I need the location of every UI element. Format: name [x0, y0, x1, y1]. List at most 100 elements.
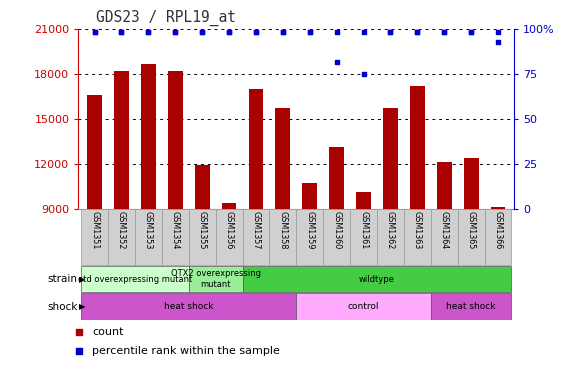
Bar: [141, 64, 156, 209]
Bar: [195, 165, 210, 209]
Point: [359, 71, 368, 77]
Text: control: control: [348, 302, 379, 311]
Bar: [410, 86, 425, 209]
Point: [74, 329, 84, 335]
Point: [144, 29, 153, 35]
Point: [386, 29, 395, 35]
Point: [467, 29, 476, 35]
Point: [117, 29, 126, 35]
Bar: [81, 209, 108, 265]
Bar: [302, 183, 317, 209]
Bar: [431, 209, 458, 265]
Bar: [108, 209, 135, 265]
Bar: [242, 266, 511, 292]
Bar: [329, 147, 344, 209]
Text: GSM1359: GSM1359: [305, 211, 314, 249]
Bar: [323, 209, 350, 265]
Point: [224, 29, 234, 35]
Bar: [437, 162, 451, 209]
Bar: [356, 192, 371, 209]
Bar: [377, 209, 404, 265]
Bar: [296, 209, 323, 265]
Text: GSM1351: GSM1351: [90, 211, 99, 249]
Text: GDS23 / RPL19_at: GDS23 / RPL19_at: [96, 10, 236, 26]
Point: [224, 29, 234, 35]
Bar: [242, 209, 270, 265]
Text: heat shock: heat shock: [164, 302, 213, 311]
Text: otd overexpressing mutant: otd overexpressing mutant: [78, 274, 192, 284]
Point: [386, 29, 395, 35]
Bar: [81, 266, 189, 292]
Point: [440, 29, 449, 35]
Point: [144, 29, 153, 35]
Text: shock: shock: [48, 302, 78, 311]
Point: [440, 29, 449, 35]
Bar: [431, 294, 511, 320]
Point: [90, 29, 99, 35]
Bar: [81, 294, 296, 320]
Point: [413, 29, 422, 35]
Point: [305, 29, 314, 35]
Point: [493, 39, 503, 45]
Point: [332, 59, 341, 64]
Bar: [296, 294, 431, 320]
Point: [74, 348, 84, 354]
Bar: [383, 108, 398, 209]
Bar: [275, 108, 290, 209]
Bar: [350, 209, 377, 265]
Bar: [270, 209, 296, 265]
Point: [171, 29, 180, 35]
Point: [305, 29, 314, 35]
Point: [198, 29, 207, 35]
Text: GSM1362: GSM1362: [386, 211, 395, 249]
Text: GSM1352: GSM1352: [117, 211, 126, 249]
Point: [171, 29, 180, 35]
Bar: [87, 95, 102, 209]
Bar: [404, 209, 431, 265]
Text: GSM1364: GSM1364: [440, 211, 449, 249]
Bar: [162, 209, 189, 265]
Text: GSM1355: GSM1355: [198, 211, 207, 249]
Point: [90, 29, 99, 35]
Point: [493, 29, 503, 35]
Bar: [222, 203, 236, 209]
Bar: [168, 71, 182, 209]
Text: GSM1361: GSM1361: [359, 211, 368, 249]
Bar: [216, 209, 242, 265]
Text: GSM1366: GSM1366: [493, 211, 503, 249]
Point: [278, 29, 288, 35]
Text: GSM1363: GSM1363: [413, 211, 422, 249]
Text: ▶: ▶: [78, 274, 85, 284]
Bar: [485, 209, 511, 265]
Point: [332, 29, 341, 35]
Bar: [249, 89, 263, 209]
Text: GSM1365: GSM1365: [467, 211, 476, 249]
Bar: [135, 209, 162, 265]
Bar: [458, 209, 485, 265]
Text: count: count: [92, 327, 124, 337]
Text: GSM1353: GSM1353: [144, 211, 153, 249]
Text: GSM1358: GSM1358: [278, 211, 288, 249]
Point: [252, 29, 261, 35]
Text: wildtype: wildtype: [359, 274, 395, 284]
Point: [198, 29, 207, 35]
Bar: [189, 266, 242, 292]
Text: GSM1356: GSM1356: [225, 211, 234, 249]
Text: GSM1354: GSM1354: [171, 211, 180, 249]
Text: percentile rank within the sample: percentile rank within the sample: [92, 346, 281, 355]
Point: [359, 29, 368, 35]
Point: [252, 29, 261, 35]
Point: [117, 29, 126, 35]
Bar: [490, 207, 505, 209]
Bar: [114, 71, 129, 209]
Text: GSM1360: GSM1360: [332, 211, 341, 249]
Bar: [464, 158, 479, 209]
Text: OTX2 overexpressing
mutant: OTX2 overexpressing mutant: [171, 269, 261, 289]
Point: [467, 29, 476, 35]
Point: [278, 29, 288, 35]
Text: GSM1357: GSM1357: [252, 211, 260, 249]
Bar: [189, 209, 216, 265]
Point: [413, 29, 422, 35]
Text: ▶: ▶: [78, 302, 85, 311]
Text: heat shock: heat shock: [446, 302, 496, 311]
